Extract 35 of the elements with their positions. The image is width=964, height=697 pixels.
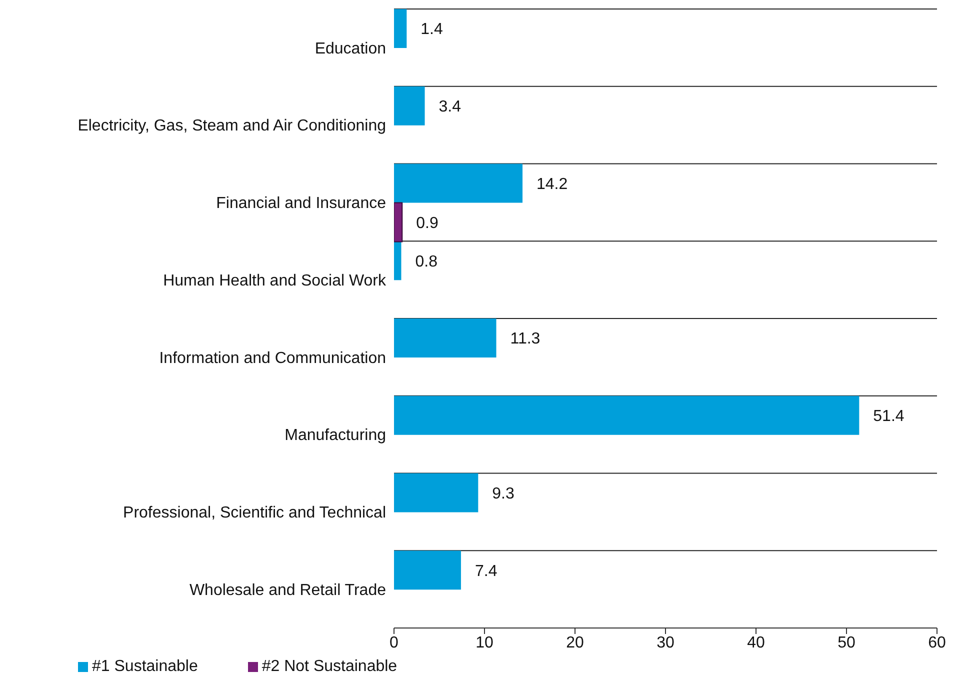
y-tick-label: Information and Communication [159,350,386,367]
bar [394,473,478,512]
y-tick-label: Wholesale and Retail Trade [189,582,386,599]
data-label: 51.4 [873,408,904,426]
x-tick-label: 0 [390,634,399,652]
bar [394,9,407,48]
x-tick-label: 20 [566,634,584,652]
y-tick-label: Education [314,40,386,58]
x-tick-label: 60 [928,634,946,652]
y-tick-label: Manufacturing [284,427,386,444]
data-label: 3.4 [438,98,462,116]
data-label: 14.2 [536,176,568,193]
data-label: 11.3 [510,330,540,348]
x-tick-label: 50 [838,634,856,652]
bar [394,202,403,242]
y-tick-label: Financial and Insurance [216,195,386,212]
data-label: 1.4 [420,21,444,38]
x-tick-label: 10 [476,634,494,652]
data-label: 0.8 [415,253,438,270]
y-tick-label: Human Health and Social Work [163,272,387,290]
data-label: 7.4 [474,562,498,580]
legend-label: #2 Not Sustainable [262,658,398,675]
x-tick-label: 30 [656,634,674,652]
y-tick-label: Electricity, Gas, Steam and Air Conditioning [78,118,386,135]
bar [394,318,496,358]
bar [394,86,425,126]
bar [394,164,523,203]
data-label: 0.9 [416,214,438,232]
bar [394,396,860,435]
bar [394,550,461,590]
bar [394,241,402,280]
legend-label: #1 Sustainable [92,658,198,675]
x-tick-label: 40 [747,634,765,652]
data-label: 9.3 [492,485,515,502]
y-tick-label: Professional, Scientific and Technical [123,504,386,522]
